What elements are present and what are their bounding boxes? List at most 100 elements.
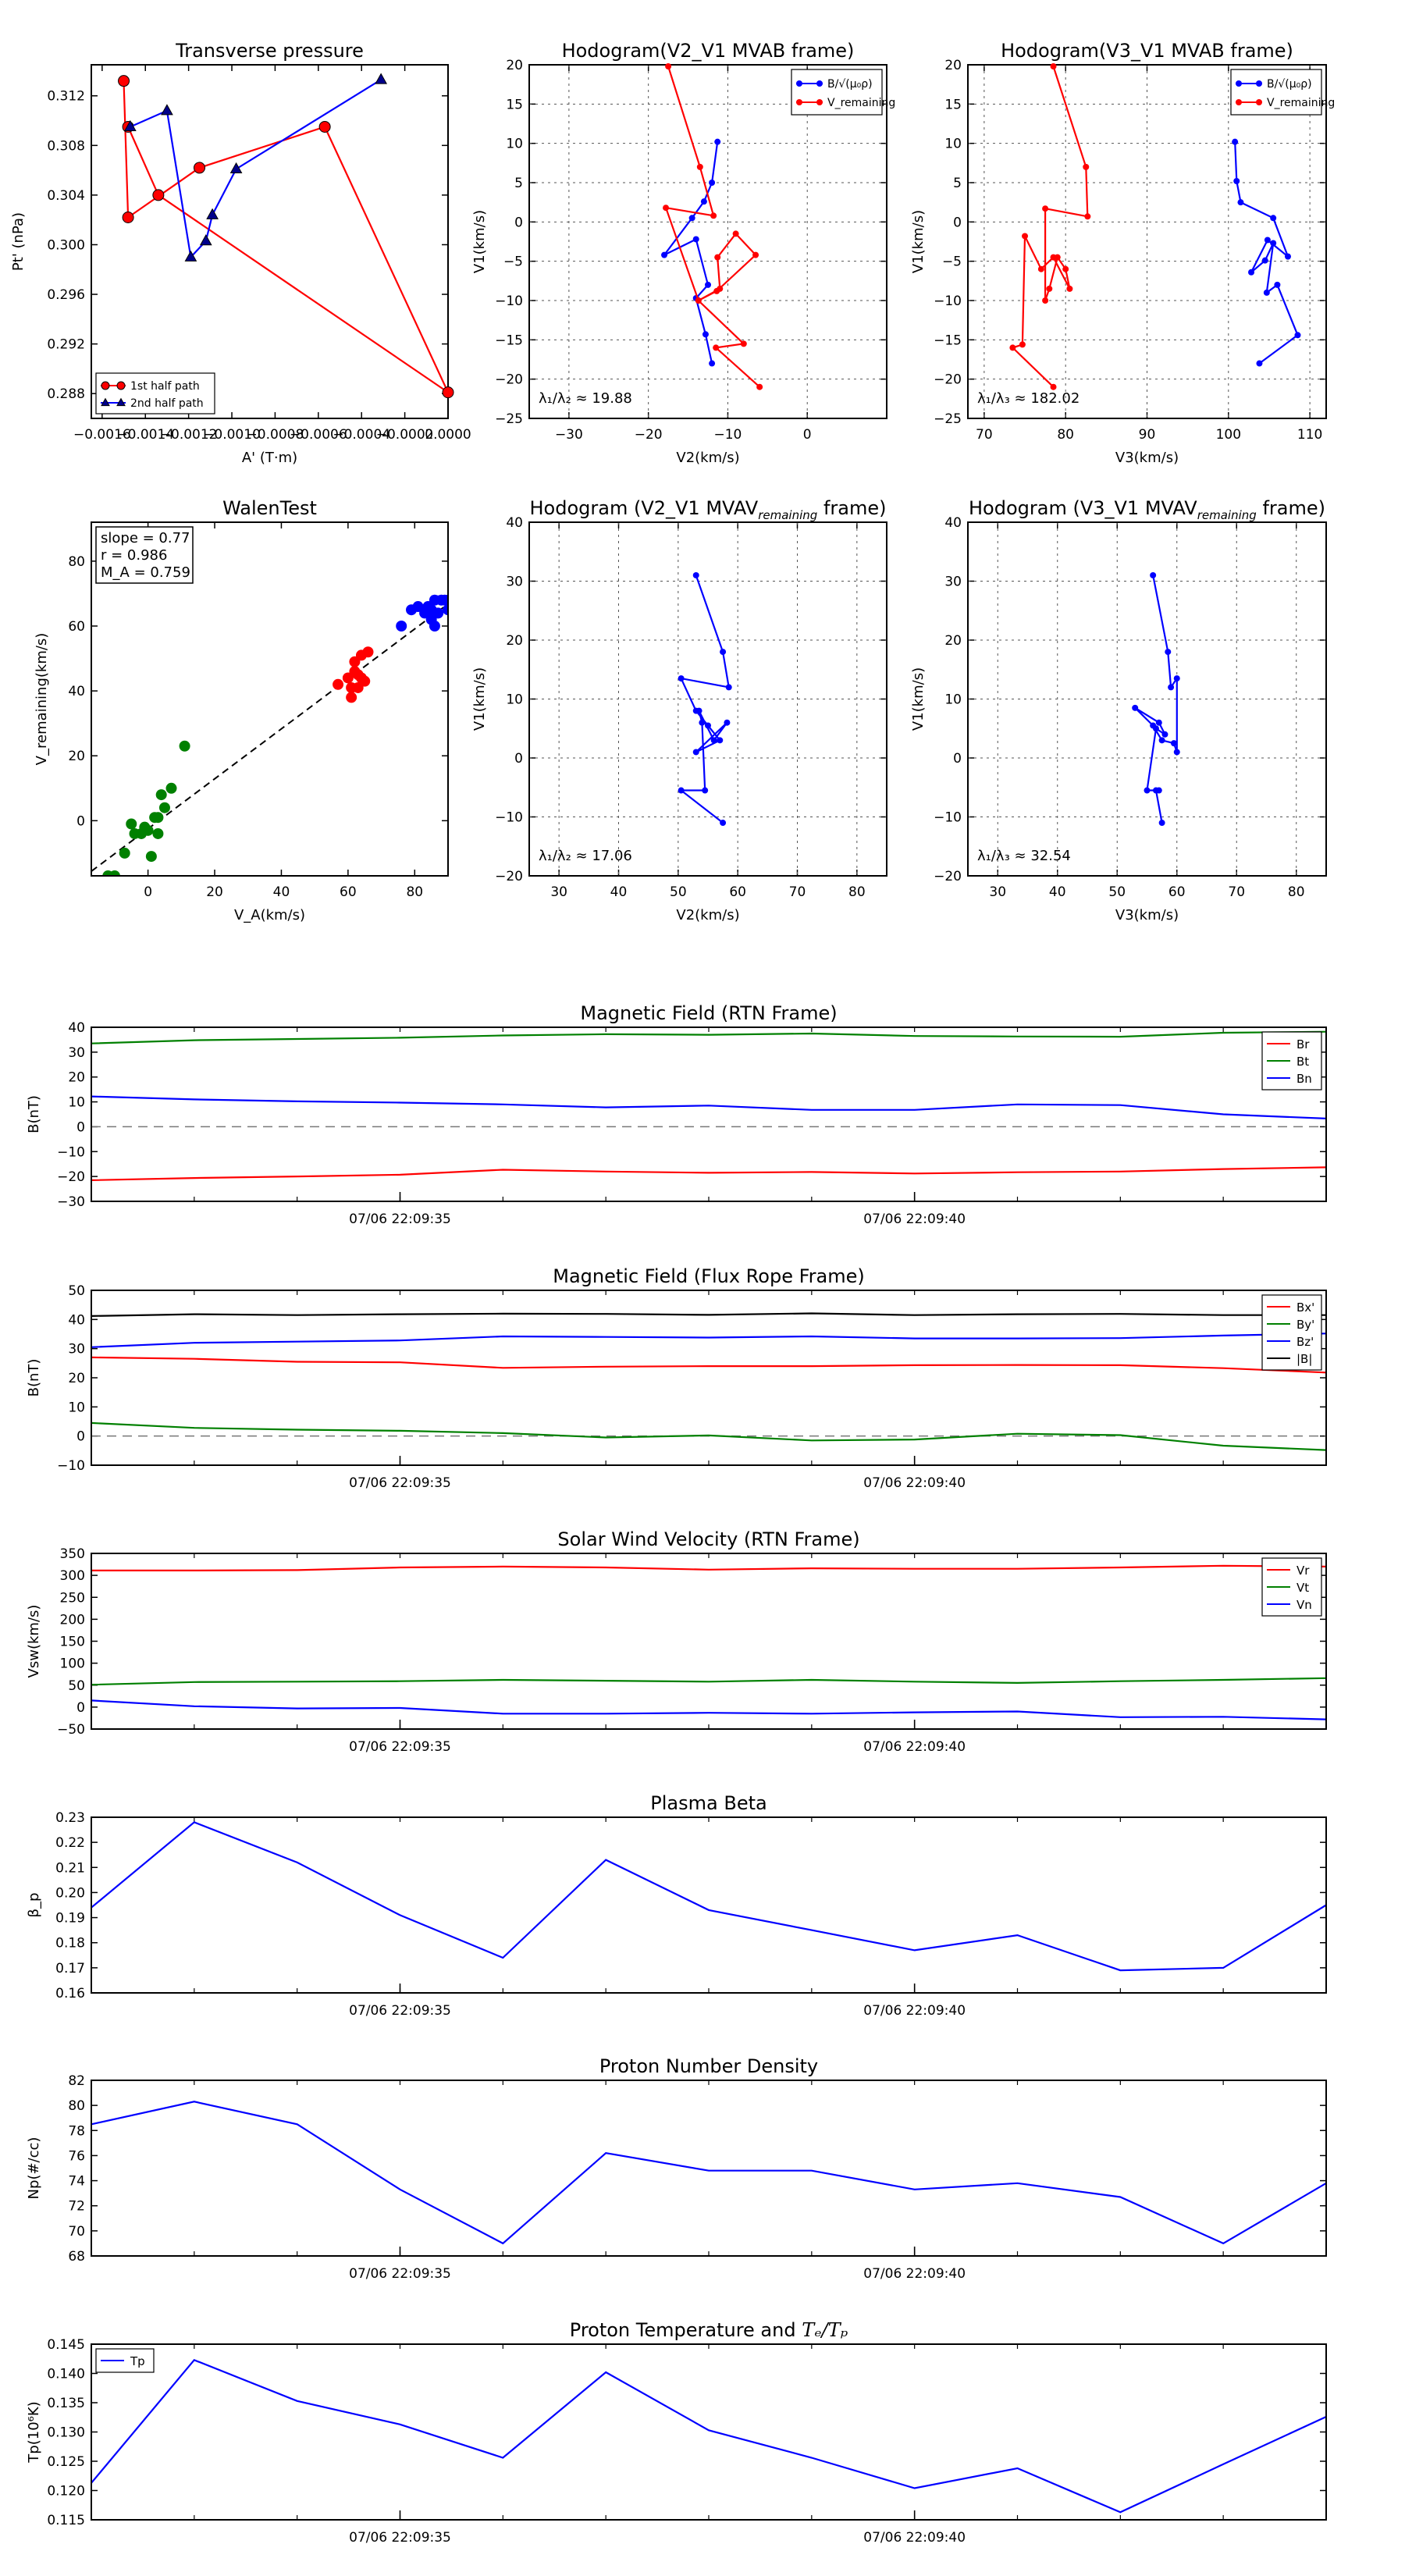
series-line-bz [91, 1332, 1327, 1348]
series-line-bn [91, 1095, 1327, 1119]
y-tick-label: −10 [57, 1144, 85, 1160]
y-tick-label: 10 [68, 1095, 85, 1111]
data-point-triangle [184, 250, 197, 262]
y-tick-label: 76 [68, 2148, 85, 2164]
data-point-blue [429, 620, 440, 632]
y-tick-label: −30 [57, 1194, 85, 1210]
x-tick-label: 07/06 22:09:35 [349, 2266, 451, 2282]
data-point-green [119, 847, 130, 859]
y-tick-label: 70 [68, 2224, 85, 2240]
y-tick-label: 68 [68, 2249, 85, 2265]
y-tick-label: 74 [68, 2174, 85, 2190]
x-tick-label: −0.0014 [116, 427, 174, 443]
y-tick-label: 250 [60, 1590, 85, 1606]
legend-marker [1236, 99, 1242, 105]
data-point [1062, 265, 1069, 272]
y-tick-label: 0.115 [47, 2513, 85, 2528]
y-tick-label: 0.312 [47, 89, 85, 105]
y-tick-label: 0.308 [47, 138, 85, 154]
data-point [1022, 233, 1029, 240]
data-point [1261, 257, 1268, 264]
data-point [720, 649, 727, 656]
data-point [714, 138, 721, 145]
data-point [1084, 213, 1091, 220]
y-tick-label: −10 [934, 294, 962, 309]
data-point [740, 340, 747, 347]
data-point-blue [432, 607, 444, 619]
x-axis-label: V2(km/s) [676, 907, 739, 923]
x-tick-label: 07/06 22:09:35 [349, 2530, 451, 2546]
y-axis-label: Tp(10⁶K) [26, 2401, 42, 2463]
chart-title: Solar Wind Velocity (RTN Frame) [557, 1528, 859, 1550]
x-tick-label: 60 [1168, 884, 1186, 900]
x-axis-label: V2(km/s) [676, 450, 739, 466]
chart-hodo-v2-mvab: −30 −20 −10 0 −25 −20 −15 −10 −5 0 5 10 15 20 Hodogram… [471, 40, 895, 466]
data-point-green [155, 789, 167, 801]
y-tick-label: 0 [76, 1429, 85, 1445]
data-point [700, 198, 707, 205]
x-axis-label: V3(km/s) [1115, 450, 1179, 466]
x-tick-label: 50 [1108, 884, 1126, 900]
data-point [1155, 719, 1162, 726]
y-tick-label: 50 [68, 1283, 85, 1299]
legend-box [95, 372, 215, 415]
data-point-blue [443, 594, 448, 606]
legend-label: |B| [1297, 1352, 1312, 1366]
y-tick-label: −20 [934, 372, 962, 388]
data-point [1170, 740, 1177, 747]
plot-frame [91, 1553, 1327, 1730]
x-tick-label: −20 [635, 427, 663, 443]
chart-beta: 0.16 0.17 0.18 0.19 0.20 0.21 0.22 0.23 07/06 22… [26, 1792, 1327, 2019]
y-axis-label: B(nT) [26, 1359, 42, 1397]
data-point [1037, 265, 1044, 272]
y-tick-label: 30 [944, 575, 962, 590]
x-tick-label: 80 [1288, 884, 1305, 900]
stats-line: r = 0.986 [101, 547, 167, 564]
chart-hodo-v2-mvav: 30 40 50 60 70 80 −20 −10 0 10 20 30 40 Hodogram (V2_… [471, 497, 887, 923]
data-point-red [333, 678, 344, 690]
data-point-green [126, 818, 137, 830]
chart-vsw: −50 0 50 100 150 200 250 300 350 07/06 22:09:35 07… [26, 1528, 1327, 1755]
y-tick-label: 15 [506, 97, 523, 112]
y-tick-label: 82 [68, 2073, 85, 2089]
data-point-circle [122, 212, 134, 224]
x-tick-label: 70 [789, 884, 806, 900]
x-tick-label: 50 [670, 884, 687, 900]
stats-line: slope = 0.77 [101, 530, 190, 546]
y-tick-label: 0 [953, 751, 962, 767]
data-point-triangle [124, 119, 137, 132]
data-point [756, 383, 763, 390]
data-point [678, 675, 685, 682]
data-point-circle [318, 120, 331, 133]
chart-title: Hodogram (V3_V1 MVAVremaining frame) [969, 497, 1325, 522]
x-tick-label: 70 [976, 427, 993, 443]
legend-marker [816, 80, 823, 87]
y-tick-label: 30 [68, 1045, 85, 1061]
y-tick-label: 0.125 [47, 2454, 85, 2470]
y-tick-label: −25 [495, 411, 523, 427]
chart-title: Hodogram(V3_V1 MVAB frame) [1001, 40, 1293, 62]
y-tick-label: 5 [514, 176, 523, 191]
x-tick-label: 07/06 22:09:40 [863, 2003, 966, 2019]
chart-title: Proton Temperature and Tₑ/Tₚ [570, 2319, 848, 2341]
x-tick-label: 0 [144, 884, 152, 900]
series-line-tp [91, 2358, 1327, 2514]
data-point-green [142, 824, 154, 836]
chart-title: Transverse pressure [175, 40, 364, 62]
title-tail: frame) [1257, 497, 1325, 519]
y-tick-label: 40 [68, 684, 85, 699]
chart-tp: 0.115 0.120 0.125 0.130 0.135 0.140 0.145 07/06… [26, 2319, 1327, 2546]
y-tick-label: 0.20 [55, 1885, 85, 1901]
y-tick-label: 0.288 [47, 386, 85, 402]
y-tick-label: −20 [934, 869, 962, 884]
y-tick-label: 5 [953, 176, 962, 191]
x-tick-label: 07/06 22:09:35 [349, 2003, 451, 2019]
series-line-br [91, 1166, 1327, 1181]
title-subscript: remaining [1197, 508, 1257, 522]
legend-label: B/√(μ₀ρ) [1267, 78, 1312, 91]
data-point [1144, 787, 1151, 794]
data-point-circle [193, 162, 205, 174]
y-tick-label: 40 [68, 1312, 85, 1328]
data-point [724, 719, 731, 726]
data-point [1232, 138, 1239, 145]
